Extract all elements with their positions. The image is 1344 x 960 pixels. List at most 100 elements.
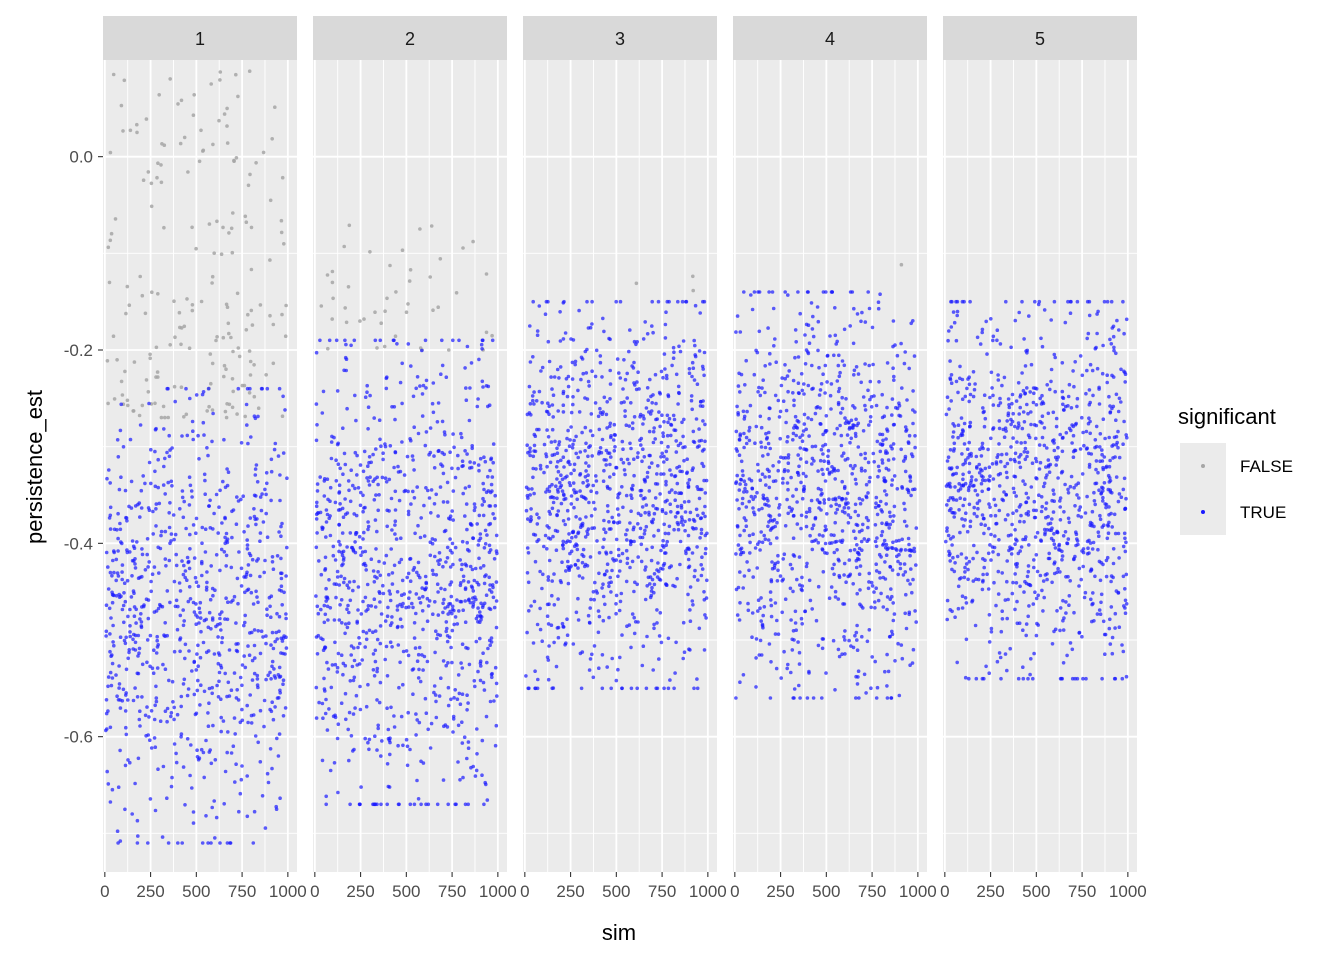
data-point-true (146, 616, 151, 621)
data-point-true (583, 535, 588, 539)
data-point-true (424, 711, 429, 715)
data-point-true (268, 670, 272, 675)
data-point-true (1070, 441, 1074, 445)
data-point-true (143, 481, 147, 486)
data-point-true (574, 451, 578, 456)
data-point-true (363, 736, 368, 741)
data-point-true (146, 565, 150, 569)
data-point-true (352, 747, 356, 752)
data-point-false (210, 281, 214, 285)
data-point-true (994, 603, 998, 608)
data-point-true (596, 609, 601, 613)
data-point-true (177, 581, 182, 585)
data-point-true (392, 725, 397, 729)
data-point-true (862, 537, 867, 541)
data-point-true (251, 602, 256, 606)
data-point-true (235, 576, 240, 581)
data-point-true (1070, 676, 1075, 681)
data-point-true (908, 474, 912, 478)
data-point-true (581, 480, 585, 485)
data-point-true (988, 505, 992, 510)
data-point-true (219, 729, 223, 734)
data-point-true (599, 450, 604, 455)
data-point-true (275, 696, 280, 700)
data-point-false (141, 178, 146, 182)
data-point-true (906, 536, 911, 541)
data-point-true (441, 601, 445, 606)
data-point-true (256, 629, 261, 633)
data-point-true (737, 488, 742, 492)
data-point-true (218, 622, 222, 626)
data-point-true (550, 453, 555, 458)
data-point-true (795, 522, 800, 526)
data-point-true (169, 711, 174, 715)
data-point-true (854, 630, 859, 635)
data-point-true (739, 459, 744, 464)
data-point-true (405, 744, 410, 749)
data-point-true (256, 740, 261, 745)
data-point-true (233, 780, 237, 784)
data-point-true (364, 568, 369, 572)
data-point-true (260, 794, 265, 798)
data-point-true (127, 650, 131, 655)
data-point-true (530, 487, 534, 491)
data-point-true (406, 653, 411, 658)
data-point-true (800, 588, 804, 593)
data-point-true (632, 539, 636, 544)
data-point-true (597, 551, 602, 555)
data-point-true (770, 560, 774, 564)
data-point-true (947, 549, 951, 554)
data-point-true (1117, 492, 1122, 496)
data-point-true (640, 459, 644, 464)
data-point-false (192, 93, 196, 97)
data-point-true (412, 621, 417, 625)
data-point-true (385, 706, 389, 710)
data-point-true (851, 466, 855, 471)
data-point-true (678, 441, 683, 446)
data-point-true (867, 306, 872, 311)
data-point-true (747, 533, 752, 538)
data-point-true (123, 641, 128, 646)
data-point-true (136, 576, 141, 580)
data-point-true (652, 622, 656, 627)
data-point-true (766, 524, 770, 529)
data-point-true (662, 472, 666, 476)
data-point-true (396, 802, 401, 807)
data-point-true (1013, 451, 1018, 456)
data-point-true (427, 599, 432, 603)
data-point-true (578, 517, 582, 521)
data-point-true (790, 637, 794, 642)
data-point-true (641, 337, 646, 341)
data-point-true (855, 682, 860, 686)
data-point-true (207, 686, 212, 691)
data-point-true (691, 603, 695, 607)
data-point-true (610, 515, 614, 520)
data-point-true (1123, 598, 1128, 603)
data-point-true (248, 693, 252, 697)
data-point-true (130, 812, 134, 816)
data-point-true (118, 428, 123, 433)
data-point-false (284, 303, 288, 308)
data-point-true (325, 597, 330, 601)
data-point-true (107, 468, 111, 472)
data-point-false (227, 231, 231, 235)
data-point-true (908, 582, 912, 586)
data-point-true (593, 507, 597, 511)
data-point-true (1034, 596, 1039, 601)
data-point-false (108, 238, 113, 243)
data-point-true (785, 481, 790, 485)
data-point-true (1104, 465, 1108, 470)
data-point-true (612, 472, 616, 477)
data-point-true (966, 455, 970, 460)
data-point-true (999, 629, 1004, 634)
data-point-true (114, 557, 119, 562)
data-point-true (798, 457, 803, 461)
data-point-true (947, 508, 952, 513)
data-point-true (576, 530, 581, 535)
data-point-true (876, 300, 881, 305)
data-point-true (946, 338, 950, 343)
data-point-false (131, 409, 135, 413)
data-point-true (185, 737, 190, 741)
data-point-true (743, 482, 748, 487)
data-point-true (356, 486, 361, 490)
